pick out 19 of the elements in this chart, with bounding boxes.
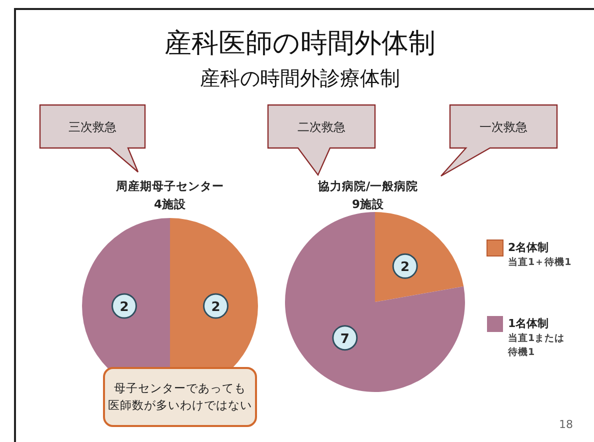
chart-title: 周産期母子センター: [115, 179, 224, 193]
chart-subtitle: 4施設: [154, 197, 187, 211]
text: 三次救急: [68, 120, 116, 134]
text: 一次救急: [480, 120, 528, 134]
data-label: 2: [211, 300, 220, 315]
text: 産科の時間外診療体制: [200, 66, 400, 90]
text: 二次救急: [298, 120, 346, 134]
chart-subtitle: 9施設: [352, 197, 385, 211]
legend-label: 1名体制当直1または待機1: [507, 317, 565, 358]
pie-slice: [285, 212, 465, 392]
data-label: 2: [400, 260, 410, 276]
text: 産科医師の時間外体制: [164, 28, 436, 59]
legend-label: 2名体制当直1＋待機1: [508, 241, 572, 268]
text: 18: [559, 418, 573, 431]
chart-title: 協力病院/一般病院: [316, 179, 418, 193]
data-label: 7: [340, 332, 350, 347]
data-label: 2: [120, 300, 129, 315]
pie-slice: [375, 212, 464, 302]
text: 母子センターであっても医師数が多いわけではない: [108, 381, 252, 412]
